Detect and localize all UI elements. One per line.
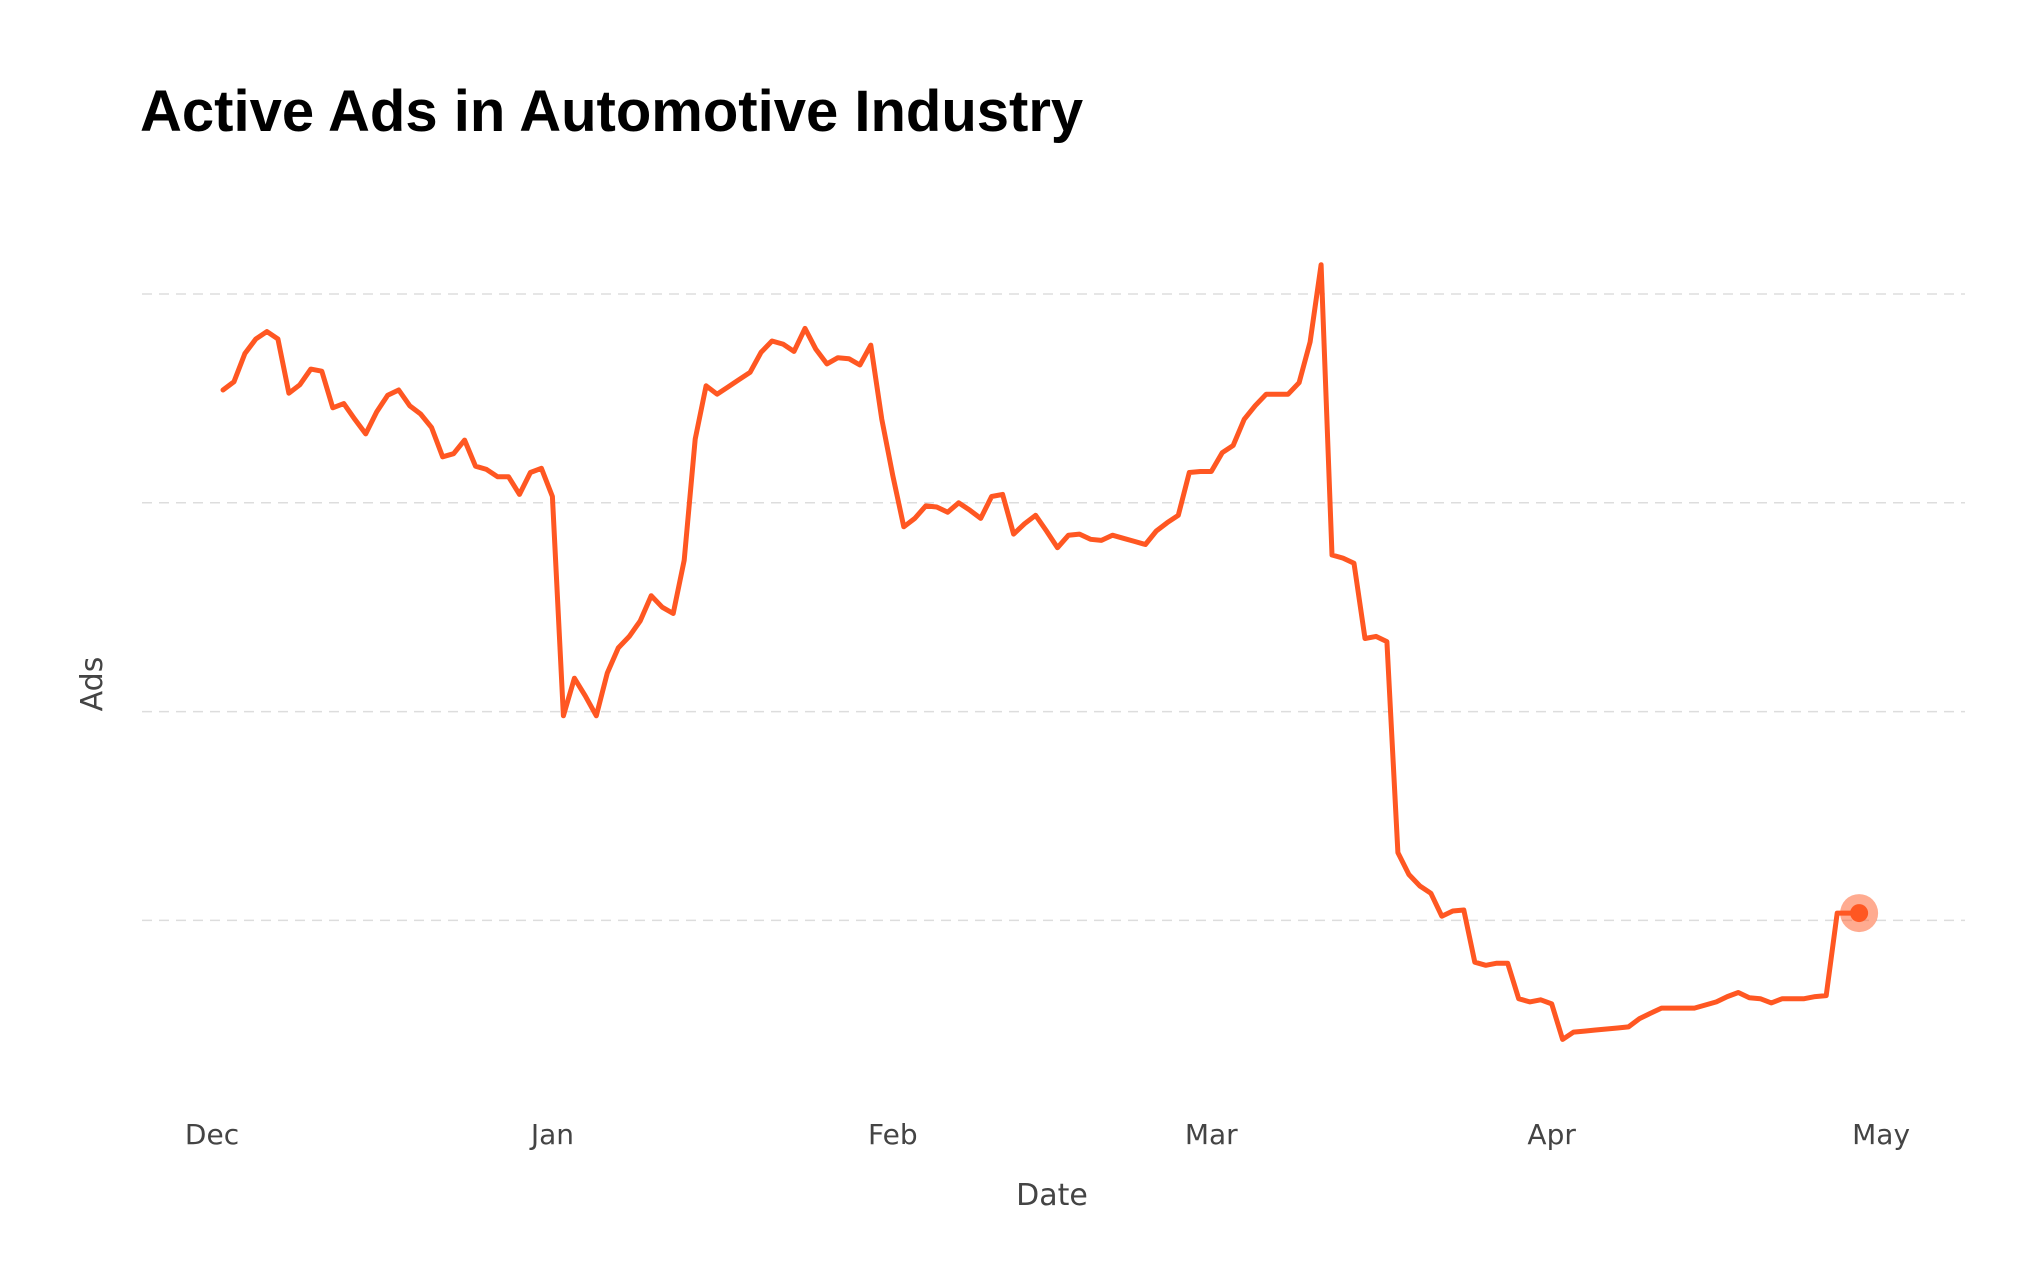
last-point-marker[interactable] (1850, 904, 1869, 923)
x-tick-dec: Dec (185, 1118, 239, 1151)
x-tick-mar: Mar (1185, 1118, 1238, 1151)
x-tick-jan: Jan (529, 1118, 574, 1151)
x-axis-ticks: Dec Jan Feb Mar Apr May (185, 1118, 1910, 1151)
gridlines (142, 293, 1965, 922)
y-axis-label: Ads (75, 657, 110, 712)
series-layer (220, 262, 1879, 1042)
x-tick-feb: Feb (868, 1118, 918, 1151)
chart-title: Active Ads in Automotive Industry (140, 79, 1084, 144)
x-tick-may: May (1852, 1118, 1910, 1151)
series-line-1 (220, 262, 1862, 1042)
x-tick-apr: Apr (1527, 1118, 1576, 1151)
x-axis-label: Date (1016, 1178, 1088, 1213)
